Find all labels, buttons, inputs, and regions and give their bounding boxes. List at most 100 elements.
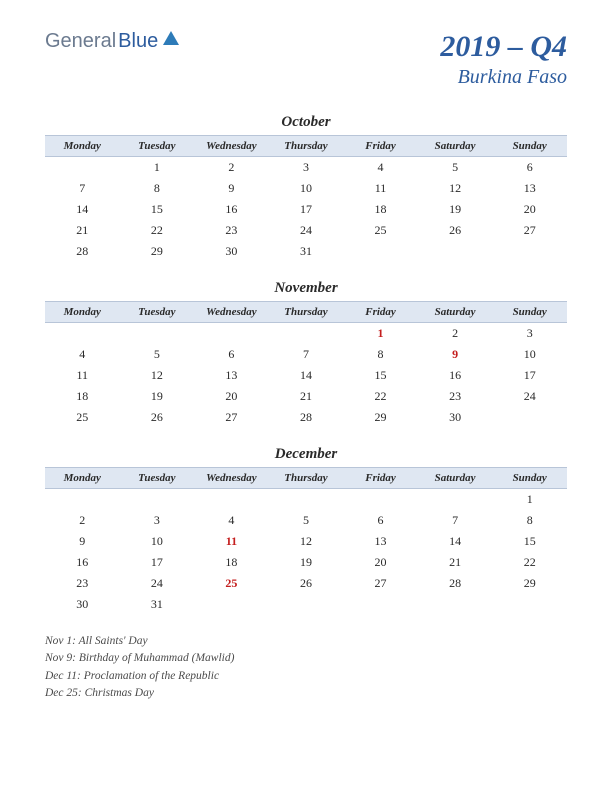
calendar-cell: 22 <box>492 552 567 573</box>
calendar-row: 1 <box>45 489 567 511</box>
calendar-cell: 30 <box>194 241 269 262</box>
calendar-row: 11121314151617 <box>45 365 567 386</box>
calendar-cell: 17 <box>269 199 344 220</box>
calendar-cell: 10 <box>120 531 195 552</box>
calendar-cell: 7 <box>45 178 120 199</box>
weekday-header: Wednesday <box>194 136 269 157</box>
weekday-header: Monday <box>45 302 120 323</box>
calendar-cell: 14 <box>45 199 120 220</box>
calendar-cell: 26 <box>269 573 344 594</box>
weekday-header: Sunday <box>492 468 567 489</box>
calendar-cell: 21 <box>418 552 493 573</box>
calendar-cell: 13 <box>343 531 418 552</box>
calendar-cell: 5 <box>269 510 344 531</box>
calendar-cell <box>194 323 269 345</box>
calendar-row: 123 <box>45 323 567 345</box>
calendar-table: MondayTuesdayWednesdayThursdayFridaySatu… <box>45 301 567 428</box>
calendar-cell: 31 <box>269 241 344 262</box>
calendar-cell: 4 <box>45 344 120 365</box>
calendar-cell: 24 <box>269 220 344 241</box>
weekday-header: Tuesday <box>120 468 195 489</box>
holiday-entry: Nov 1: All Saints' Day <box>45 633 567 650</box>
calendar-cell: 6 <box>343 510 418 531</box>
calendar-cell: 25 <box>194 573 269 594</box>
holiday-list: Nov 1: All Saints' DayNov 9: Birthday of… <box>45 633 567 702</box>
calendar-cell: 27 <box>343 573 418 594</box>
calendar-cell: 23 <box>45 573 120 594</box>
calendar-cell: 11 <box>343 178 418 199</box>
calendar-row: 252627282930 <box>45 407 567 428</box>
calendar-cell: 15 <box>343 365 418 386</box>
calendar-cell: 11 <box>194 531 269 552</box>
weekday-header: Thursday <box>269 468 344 489</box>
calendar-cell: 11 <box>45 365 120 386</box>
holiday-entry: Dec 25: Christmas Day <box>45 685 567 702</box>
month-name: November <box>45 280 567 297</box>
calendar-cell <box>45 157 120 179</box>
calendar-cell: 17 <box>492 365 567 386</box>
calendar-cell: 12 <box>269 531 344 552</box>
calendar-cell: 8 <box>120 178 195 199</box>
calendar-cell: 20 <box>492 199 567 220</box>
calendar-cell: 20 <box>194 386 269 407</box>
calendar-cell: 18 <box>45 386 120 407</box>
calendar-cell: 10 <box>492 344 567 365</box>
weekday-header: Sunday <box>492 136 567 157</box>
calendar-cell <box>343 241 418 262</box>
calendar-row: 16171819202122 <box>45 552 567 573</box>
calendar-cell <box>492 407 567 428</box>
calendar-cell: 2 <box>418 323 493 345</box>
weekday-header: Monday <box>45 468 120 489</box>
calendar-cell <box>45 489 120 511</box>
calendar-row: 21222324252627 <box>45 220 567 241</box>
calendar-cell: 5 <box>418 157 493 179</box>
month-block: OctoberMondayTuesdayWednesdayThursdayFri… <box>45 114 567 262</box>
calendar-cell: 25 <box>45 407 120 428</box>
calendar-cell: 27 <box>492 220 567 241</box>
calendar-cell: 13 <box>492 178 567 199</box>
calendar-cell <box>418 241 493 262</box>
calendar-cell: 31 <box>120 594 195 615</box>
calendar-cell: 29 <box>492 573 567 594</box>
calendar-cell: 8 <box>492 510 567 531</box>
calendar-row: 14151617181920 <box>45 199 567 220</box>
calendar-cell: 27 <box>194 407 269 428</box>
calendar-cell: 9 <box>45 531 120 552</box>
calendar-cell <box>120 323 195 345</box>
logo: GeneralBlue <box>45 30 179 53</box>
calendar-cell <box>269 323 344 345</box>
calendar-cell: 29 <box>120 241 195 262</box>
calendar-cell: 15 <box>120 199 195 220</box>
year-quarter: 2019 – Q4 <box>440 30 567 64</box>
calendar-cell: 22 <box>120 220 195 241</box>
logo-text-1: General <box>45 30 116 53</box>
month-block: November MondayTuesdayWednesdayThursdayFr… <box>45 280 567 428</box>
calendar-cell: 1 <box>492 489 567 511</box>
weekday-header: Saturday <box>418 468 493 489</box>
calendar-cell: 28 <box>418 573 493 594</box>
calendar-cell <box>269 489 344 511</box>
calendar-cell <box>343 489 418 511</box>
calendar-cell: 22 <box>343 386 418 407</box>
month-name: October <box>45 114 567 131</box>
calendar-cell <box>492 241 567 262</box>
weekday-header: Saturday <box>418 302 493 323</box>
calendar-cell: 18 <box>194 552 269 573</box>
calendar-cell: 6 <box>492 157 567 179</box>
calendar-cell: 16 <box>418 365 493 386</box>
weekday-header: Sunday <box>492 302 567 323</box>
weekday-header: Thursday <box>269 136 344 157</box>
calendar-cell: 4 <box>343 157 418 179</box>
calendar-cell <box>45 323 120 345</box>
calendar-row: 18192021222324 <box>45 386 567 407</box>
weekday-header: Tuesday <box>120 302 195 323</box>
calendar-cell <box>492 594 567 615</box>
calendar-cell: 7 <box>418 510 493 531</box>
calendar-cell: 15 <box>492 531 567 552</box>
holiday-entry: Dec 11: Proclamation of the Republic <box>45 668 567 685</box>
logo-text-2: Blue <box>118 30 158 53</box>
calendar-cell <box>418 489 493 511</box>
calendar-cell: 23 <box>194 220 269 241</box>
calendar-cell: 10 <box>269 178 344 199</box>
calendar-row: 3031 <box>45 594 567 615</box>
